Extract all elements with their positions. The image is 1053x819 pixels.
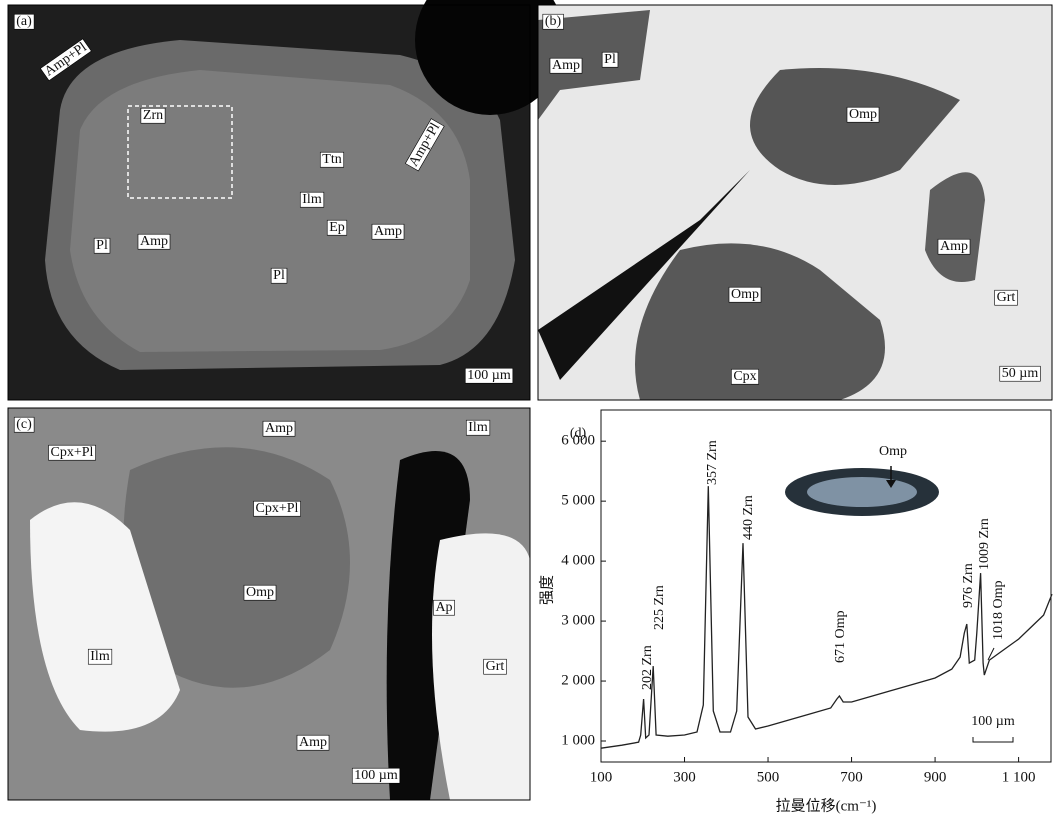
mineral-label: Ap — [435, 600, 452, 615]
peak-label: 202 Zrn — [640, 645, 655, 690]
mineral-label: Amp — [552, 58, 580, 73]
scale-bar-label: 100 µm — [971, 714, 1015, 729]
mineral-label: Cpx — [733, 369, 756, 384]
panel-a-image — [8, 0, 565, 400]
mineral-label: Cpx+Pl — [49, 445, 96, 460]
panel-label: (b) — [545, 14, 562, 29]
peak-label: 671 Omp — [833, 611, 848, 664]
panel-label: (a) — [16, 14, 32, 29]
mineral-label: Pl — [602, 52, 618, 67]
peak-label: 1018 Omp — [991, 581, 1006, 641]
x-tick-label: 700 — [840, 769, 863, 785]
mineral-label: Omp — [244, 585, 276, 600]
y-tick-label: 3 000 — [561, 613, 595, 629]
mineral-label: Ttn — [320, 152, 343, 167]
mineral-label: Pl — [273, 268, 285, 283]
mineral-label: Ilm — [302, 192, 322, 207]
panel-label: (b) — [543, 14, 564, 29]
panel-label: (c) — [14, 417, 34, 432]
mineral-label: Amp — [374, 224, 402, 239]
mineral-label: Grt — [484, 659, 507, 674]
mineral-label: Ilm — [90, 649, 110, 664]
mineral-label: Grt — [997, 290, 1016, 305]
mineral-label: Amp — [140, 234, 168, 249]
mineral-label: Amp — [138, 234, 170, 249]
mineral-label: Amp — [265, 421, 293, 436]
mineral-label: Amp — [372, 224, 404, 239]
page: {"panels": [ {"label": "(a)", "labels": … — [0, 0, 1053, 819]
y-axis-title: 强度 — [538, 575, 555, 605]
mineral-label: Omp — [729, 287, 761, 302]
x-tick-label: 500 — [757, 769, 780, 785]
mineral-label: Cpx — [731, 369, 758, 384]
figure: 强度 拉曼位移(cm⁻¹) Omp (d) 100 µm (a)Amp+PlZr… — [0, 0, 1053, 819]
mineral-label: Ilm — [468, 420, 488, 435]
inset-image — [785, 466, 939, 516]
x-tick-label: 100 — [590, 769, 613, 785]
scale-bar-label: 100 µm — [465, 368, 513, 383]
x-tick-label: 300 — [673, 769, 696, 785]
mineral-label: Ilm — [300, 192, 324, 207]
mineral-label: Ilm — [88, 649, 112, 664]
mineral-label: Pl — [96, 238, 108, 253]
mineral-label: Grt — [486, 659, 505, 674]
x-tick-label: 1 100 — [1002, 769, 1036, 785]
mineral-label: Omp — [731, 287, 759, 302]
inset-label: Omp — [879, 444, 907, 459]
scale-bar-label: 50 µm — [1002, 366, 1039, 381]
y-tick-label: 6 000 — [561, 433, 595, 449]
mineral-label: Omp — [246, 585, 274, 600]
scale-bar-label: 100 µm — [467, 368, 511, 383]
mineral-label: Ttn — [322, 152, 341, 167]
scale-bar — [973, 737, 1013, 742]
peak-label: 976 Zrn — [961, 563, 976, 608]
mineral-label: Omp — [849, 107, 877, 122]
panel-label: (c) — [16, 417, 32, 432]
mineral-label: Ep — [327, 220, 347, 235]
scale-bar-label: 50 µm — [1000, 366, 1041, 381]
peak-label: 440 Zrn — [741, 495, 756, 540]
y-tick-label: 2 000 — [561, 672, 595, 688]
peak-label: 1009 Zrn — [977, 518, 992, 570]
mineral-label: Zrn — [141, 108, 165, 123]
peak-label: 357 Zrn — [705, 440, 720, 485]
y-tick-label: 4 000 — [561, 553, 595, 569]
peak-label: 225 Zrn — [652, 585, 667, 630]
mineral-label: Amp — [297, 735, 329, 750]
mineral-label: Amp — [263, 421, 295, 436]
scale-bar-label: 100 µm — [352, 768, 400, 783]
mineral-label: Omp — [847, 107, 879, 122]
mineral-label: Amp — [550, 58, 582, 73]
mineral-label: Cpx+Pl — [256, 501, 299, 516]
mineral-label: Amp — [938, 239, 970, 254]
mineral-label: Pl — [604, 52, 616, 67]
panel-label: (a) — [14, 14, 34, 29]
y-tick-label: 1 000 — [561, 732, 595, 748]
mineral-label: Zrn — [143, 108, 163, 123]
x-tick-label: 900 — [924, 769, 947, 785]
y-tick-label: 5 000 — [561, 493, 595, 509]
mineral-label: Grt — [995, 290, 1018, 305]
mineral-label: Cpx+Pl — [254, 501, 301, 516]
mineral-label: Cpx+Pl — [51, 445, 94, 460]
mineral-label: Ilm — [466, 420, 490, 435]
mineral-label: Ep — [329, 220, 345, 235]
x-axis-title: 拉曼位移(cm⁻¹) — [776, 797, 877, 814]
mineral-label: Ap — [433, 600, 454, 615]
scale-bar-label: 100 µm — [354, 768, 398, 783]
mineral-label: Amp — [299, 735, 327, 750]
mineral-label: Pl — [271, 268, 287, 283]
mineral-label: Pl — [94, 238, 110, 253]
mineral-label: Amp — [940, 239, 968, 254]
